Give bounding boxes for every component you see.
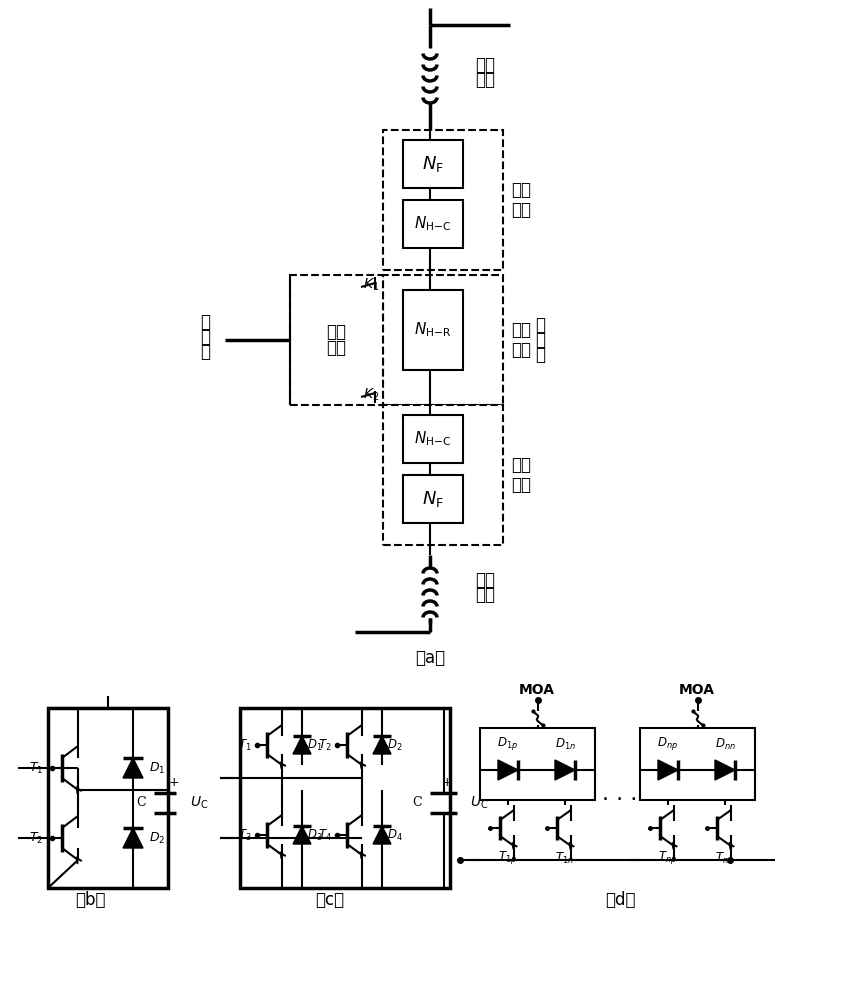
Polygon shape [498,760,518,780]
Text: 复用: 复用 [511,321,531,339]
Text: $N_{\rm H\mathsf{-}R}$: $N_{\rm H\mathsf{-}R}$ [414,321,452,339]
Text: （b）: （b） [75,891,106,909]
Text: 固定: 固定 [511,456,531,474]
Text: 侧: 侧 [535,346,545,364]
Text: 直: 直 [535,316,545,334]
Text: $T_1$: $T_1$ [29,760,43,776]
Text: $N_{\rm H\mathsf{-}C}$: $N_{\rm H\mathsf{-}C}$ [414,215,452,233]
Text: $N_{\rm F}$: $N_{\rm F}$ [422,489,444,509]
Text: $T_{1p}$: $T_{1p}$ [498,850,518,866]
Text: $U_{\rm C}$: $U_{\rm C}$ [190,795,209,811]
Bar [48,708,168,888]
Polygon shape [123,758,143,778]
Text: C: C [137,796,146,810]
Text: $D_{1n}$: $D_{1n}$ [555,736,576,752]
Bar [640,728,755,800]
Text: $T_{1n}$: $T_{1n}$ [556,850,575,866]
Text: MOA: MOA [679,683,715,697]
Polygon shape [293,736,311,754]
Text: （c）: （c） [315,891,344,909]
Text: $K_1$: $K_1$ [362,277,379,293]
Bar [383,130,503,270]
Bar [403,475,463,523]
Text: $T_3$: $T_3$ [238,827,252,843]
Polygon shape [373,826,391,844]
Polygon shape [715,760,735,780]
Text: 固定: 固定 [511,181,531,199]
Polygon shape [373,736,391,754]
Text: （a）: （a） [415,649,445,667]
Text: +: + [169,776,180,790]
Text: C: C [412,796,422,810]
Text: $T_1$: $T_1$ [238,737,252,753]
Text: $N_{\rm F}$: $N_{\rm F}$ [422,154,444,174]
Text: $D_1$: $D_1$ [308,737,323,753]
Bar [480,728,595,800]
Text: 流: 流 [535,331,545,349]
Bar [403,140,463,188]
Bar [383,275,503,405]
Text: $D_{nn}$: $D_{nn}$ [715,736,735,752]
Text: $T_2$: $T_2$ [29,830,43,846]
Text: $T_{np}$: $T_{np}$ [658,850,678,866]
Text: 桥臂: 桥臂 [475,571,495,589]
Text: （d）: （d） [605,891,636,909]
Text: 部分: 部分 [511,201,531,219]
Text: $D_4$: $D_4$ [387,827,403,843]
Text: 电感: 电感 [475,71,495,89]
Bar [383,405,503,545]
Text: 交: 交 [200,313,210,331]
Polygon shape [555,760,575,780]
Text: $N_{\rm H\mathsf{-}C}$: $N_{\rm H\mathsf{-}C}$ [414,430,452,448]
Text: 附加: 附加 [326,323,346,341]
Text: $D_{1p}$: $D_{1p}$ [497,736,519,752]
Text: $D_3$: $D_3$ [308,827,323,843]
Bar [403,290,463,370]
Bar [403,200,463,248]
Text: 部分: 部分 [511,341,531,359]
Text: $T_4$: $T_4$ [318,827,332,843]
Text: $T_2$: $T_2$ [318,737,332,753]
Polygon shape [293,826,311,844]
Text: 部分: 部分 [511,476,531,494]
Text: MOA: MOA [519,683,555,697]
Text: $U_{\rm C}$: $U_{\rm C}$ [470,795,489,811]
Polygon shape [658,760,678,780]
Bar [290,275,383,405]
Text: +: + [442,776,453,790]
Bar [240,708,450,888]
Bar [403,415,463,463]
Text: $D_{np}$: $D_{np}$ [657,736,679,752]
Text: $D_2$: $D_2$ [387,737,403,753]
Text: $D_1$: $D_1$ [149,760,166,776]
Text: $D_2$: $D_2$ [149,830,165,846]
Text: $K_2$: $K_2$ [362,387,379,403]
Text: 电感: 电感 [475,586,495,604]
Text: 流: 流 [200,328,210,346]
Text: 桥臂: 桥臂 [475,56,495,74]
Polygon shape [123,828,143,848]
Text: 开关: 开关 [326,339,346,357]
Text: $T_{nn}$: $T_{nn}$ [716,850,734,866]
Text: 侧: 侧 [200,343,210,361]
Text: · · ·: · · · [602,790,637,810]
